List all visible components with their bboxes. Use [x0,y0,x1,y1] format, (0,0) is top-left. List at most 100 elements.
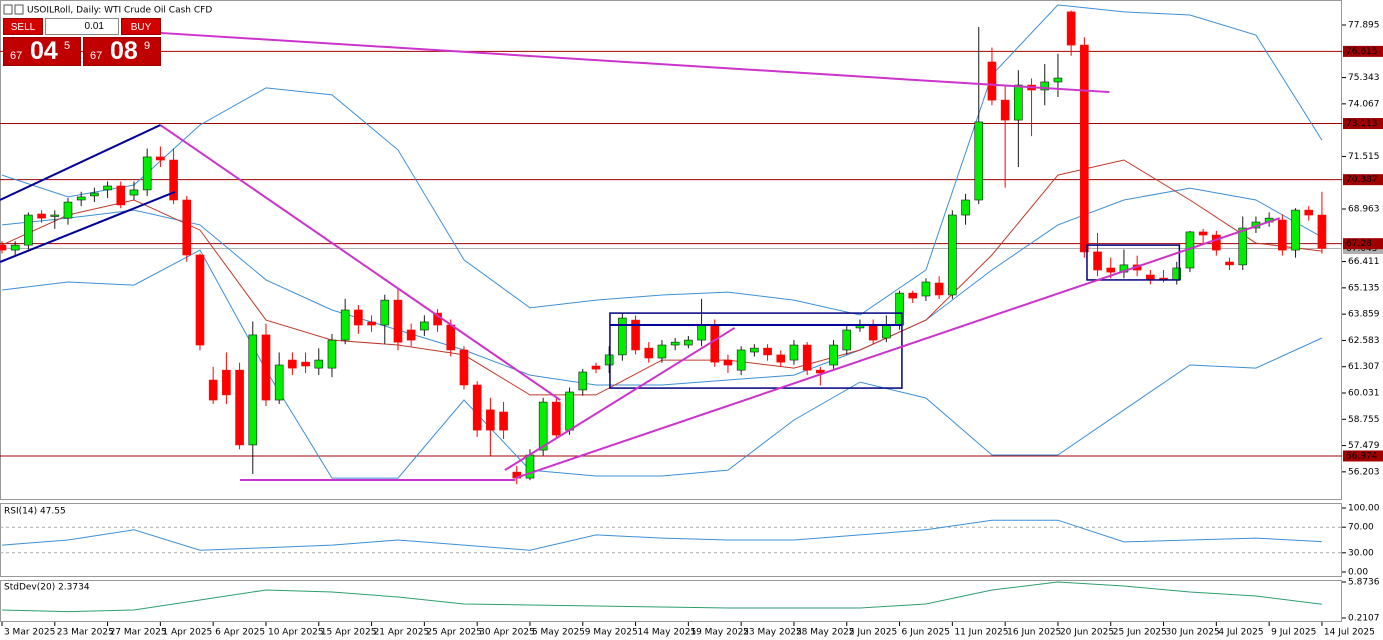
y-tick-label: 70.00 [1348,523,1374,533]
level-label: 67.28 [1346,239,1372,249]
y-tick-label: 62.583 [1348,336,1380,346]
candle-body [90,192,99,197]
candle-body [103,185,112,191]
x-tick-label: 14 Jul 2025 [1324,628,1375,638]
candle-body [10,244,20,251]
candle-body [763,347,772,356]
candle-body [1106,267,1116,273]
y-tick-label: 30.00 [1348,548,1374,558]
candle-body [961,199,970,216]
candle-body [314,359,324,369]
x-tick-label: 2 Jun 2025 [849,628,897,638]
candle-body [354,309,363,326]
level-label: 76.615 [1346,47,1378,57]
x-tick-label: 6 Jun 2025 [902,628,950,638]
candle-body [459,349,469,386]
y-tick-label: 100.00 [1348,503,1380,513]
candle-body [1053,77,1063,83]
y-tick-label: 66.411 [1348,257,1380,267]
chart-title: USOILRoll, Daily: WTI Crude Oil Cash CFD [27,6,212,16]
x-tick-label: 4 Jul 2025 [1218,628,1263,638]
candle-body [24,214,33,246]
candle-body [1212,234,1221,251]
candle-body [208,379,218,401]
candle-body [182,199,192,256]
box [1086,244,1181,281]
x-tick-label: 9 Jul 2025 [1271,628,1316,638]
candle-body [1093,251,1102,271]
candle-body [776,354,786,363]
price-part: 67 [10,50,23,62]
candle-body [446,324,456,351]
candle-body [1198,231,1208,236]
y-tick-label: 61.307 [1348,362,1380,372]
price-part: 5 [64,40,71,52]
y-tick-label: 75.343 [1348,73,1380,83]
buy-button[interactable]: BUY [121,18,161,35]
candle-body [921,281,931,297]
candle-body [578,371,588,391]
candle-body [37,213,46,219]
candle-body [1238,227,1248,266]
trend-line [159,124,561,401]
candle-body [750,347,759,353]
level-tag [1343,238,1383,250]
candle-body [1291,209,1300,251]
y-tick-label: 71.515 [1348,152,1380,162]
candle-body [670,341,680,346]
x-tick-label: 30 Jun 2025 [1166,628,1220,638]
candle-body [816,369,825,374]
y-tick-label: 57.479 [1348,441,1380,451]
trend-line [515,217,1281,480]
y-tick-label: 58.755 [1348,415,1380,425]
candle-body [882,324,891,339]
y-tick-label: 5.8736 [1348,577,1380,587]
candle-body [736,349,746,371]
x-tick-label: 16 Jun 2025 [1007,628,1061,638]
candle-body [1080,44,1089,253]
candle-body [195,254,205,346]
x-tick-label: 3 Mar 2025 [4,628,55,638]
candle-body [604,354,614,366]
trend-line [0,124,161,201]
candle-body [1317,214,1327,249]
price-part: 08 [110,37,138,65]
level-tag [1343,174,1383,186]
x-tick-label: 25 Apr 2025 [426,628,482,638]
candle-body [116,185,126,206]
buy-price[interactable]: 67 08 9 [83,37,161,66]
level-tag [1343,45,1383,57]
level-label: 70.387 [1346,175,1378,185]
candle-body [222,369,231,396]
candle-body [710,324,720,363]
y-tick-label: 60.031 [1348,389,1380,399]
lot-input[interactable]: 0.01 [45,18,119,35]
x-tick-label: 23 May 2025 [743,628,802,638]
stddev-title: StdDev(20) 2.3734 [4,583,90,593]
x-tick-label: 21 Apr 2025 [374,628,430,638]
candle-body [486,409,495,431]
x-tick-label: 23 Mar 2025 [57,628,114,638]
x-tick-label: 15 Apr 2025 [321,628,377,638]
indicator-line [1,519,1322,551]
x-tick-label: 14 May 2025 [638,628,697,638]
candle-body [380,299,390,326]
x-tick-label: 10 Apr 2025 [268,628,324,638]
candle-body [948,214,957,296]
level-label: 56.974 [1346,451,1378,461]
sell-price[interactable]: 67 04 5 [3,37,81,66]
candle-body [76,196,86,201]
candle-body [420,321,429,331]
candle-body [235,369,244,446]
indicator-line [1,249,1323,479]
sell-button[interactable]: SELL [3,18,43,35]
y-tick-label: 65.135 [1348,283,1380,293]
candle-body [261,334,271,401]
x-tick-label: 1 Apr 2025 [162,628,212,638]
price-part: 04 [30,37,58,65]
candle-body [789,344,799,361]
box [609,312,903,389]
candle-body [684,339,693,346]
candle-body [829,344,838,366]
